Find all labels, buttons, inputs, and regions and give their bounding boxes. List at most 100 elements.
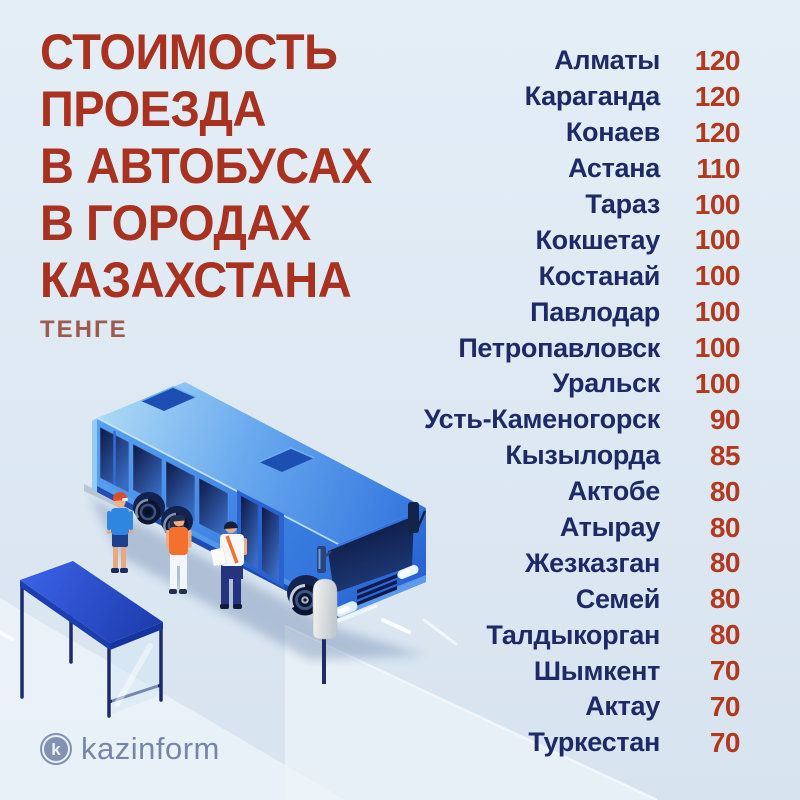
- fare-row: Семей 80: [300, 581, 741, 617]
- rear-wheel-rim-highlight: [163, 512, 177, 533]
- fare-list: Алматы 120 Караганда 120 Конаев 120 Астана 1…: [300, 43, 741, 761]
- shelter-glass-sheen: [114, 643, 153, 707]
- lane-dash: [0, 630, 14, 641]
- fare-row: Актау 70: [300, 689, 740, 725]
- fare-row: Атырау 80: [300, 510, 741, 546]
- fare-row: Усть-Каменогорск 90: [300, 402, 741, 438]
- fare-row: Кокшетау 100: [300, 222, 740, 258]
- passengers: [107, 491, 247, 609]
- fare-city: Петропавловск: [458, 332, 660, 363]
- passenger-man-white-shirt: [210, 521, 247, 609]
- title-line: В ГОРОДАХ: [40, 195, 311, 251]
- wheel-arch: [161, 506, 193, 536]
- fare-row: Тараз 100: [300, 187, 740, 223]
- bus-rear-edge-highlight: [92, 418, 97, 492]
- fare-city: Конаев: [565, 117, 660, 148]
- fare-row: Алматы 120: [300, 43, 740, 79]
- fare-city: Кызылорда: [505, 440, 660, 471]
- roof-hatch-edge: [140, 386, 197, 402]
- fare-city: Актобе: [567, 476, 661, 507]
- bus-rear-door-window: [99, 426, 130, 494]
- fare-value: 100: [694, 332, 741, 364]
- kazinform-k-glyph: k: [44, 737, 68, 761]
- bus-window: [132, 443, 163, 506]
- kazinform-logo-icon: k: [40, 733, 72, 765]
- bus-window: [198, 477, 229, 540]
- sidewalk-wedge: [0, 598, 345, 800]
- rear-wheel-rim-highlight: [135, 498, 149, 519]
- fare-value: 100: [694, 224, 741, 256]
- title-block: СТОИМОСТЬ ПРОЕЗДА В АВТОБУСАХ В ГОРОДАХ …: [40, 24, 393, 344]
- fare-city: Астана: [568, 153, 660, 184]
- fare-row: Караганда 120: [300, 79, 741, 115]
- fare-value: 70: [709, 726, 741, 758]
- bus-front-door: [237, 490, 284, 588]
- fare-value: 120: [694, 116, 741, 148]
- fare-city: Жезказган: [525, 547, 660, 578]
- title-line: СТОИМОСТЬ: [40, 24, 338, 80]
- fare-value: 120: [694, 44, 741, 76]
- fare-value: 110: [696, 152, 740, 184]
- passenger-man-cap: [107, 491, 133, 573]
- fare-value: 80: [709, 475, 741, 507]
- wheel-arch: [133, 492, 165, 522]
- shelter-roof-front-edge: [110, 622, 163, 650]
- bus-window: [165, 460, 196, 523]
- fare-city: Костанай: [538, 260, 661, 291]
- fare-value: 70: [709, 690, 741, 722]
- rear-wheel: [135, 499, 161, 525]
- fare-row: Шымкент 70: [300, 653, 741, 689]
- fare-value: 80: [709, 511, 741, 543]
- fare-city: Шымкент: [533, 655, 660, 686]
- fare-city: Павлодар: [530, 296, 660, 327]
- fare-city: Актау: [585, 691, 660, 722]
- fare-city: Семей: [575, 583, 661, 614]
- fare-row: Петропавловск 100: [300, 330, 740, 366]
- rear-wheel-hub: [173, 523, 179, 529]
- rear-wheel-hub: [145, 509, 151, 515]
- fare-value: 80: [709, 583, 741, 615]
- fare-city: Уральск: [552, 368, 661, 399]
- fare-value: 100: [694, 260, 741, 292]
- fare-value: 100: [694, 296, 741, 328]
- fare-city: Туркестан: [528, 727, 660, 758]
- front-door-pane: [262, 507, 279, 582]
- kazinform-logo: k kazinform: [40, 731, 220, 767]
- page-title: СТОИМОСТЬ ПРОЕЗДА В АВТОБУСАХ В ГОРОДАХ …: [40, 24, 393, 309]
- fare-city: Атырау: [559, 512, 660, 543]
- fare-value: 90: [709, 403, 741, 435]
- fare-value: 70: [709, 655, 741, 687]
- fare-city: Усть-Каменогорск: [423, 404, 660, 435]
- fare-value: 100: [694, 188, 741, 220]
- fare-row: Актобе 80: [300, 474, 741, 510]
- fare-city: Тараз: [585, 189, 660, 219]
- shelter-brace: [107, 683, 163, 704]
- roof-hatch: [141, 387, 196, 411]
- front-door-pane: [241, 496, 258, 570]
- fare-city: Кокшетау: [535, 224, 660, 255]
- fare-row: Кызылорда 85: [300, 438, 740, 474]
- fare-row: Костанай 100: [300, 258, 741, 294]
- fare-value: 80: [709, 619, 741, 651]
- shelter-glass: [112, 634, 158, 714]
- kazinform-logo-text: kazinform: [81, 731, 220, 766]
- fare-row: Талдыкорган 80: [300, 617, 740, 653]
- fare-city: Талдыкорган: [486, 619, 660, 650]
- currency-label: ТЕНГЕ: [40, 316, 128, 343]
- rear-wheel: [163, 513, 189, 539]
- bus-shelter: [20, 561, 163, 718]
- shelter-roof-left-edge: [20, 580, 110, 650]
- fare-city: Алматы: [554, 45, 660, 76]
- fare-row: Жезказган 80: [300, 545, 741, 581]
- fare-value: 100: [694, 367, 741, 399]
- fare-row: Конаев 120: [300, 115, 741, 151]
- rear-wheel-rim: [139, 503, 157, 521]
- fare-row: Астана 110: [300, 151, 740, 187]
- passenger-woman-orange: [166, 514, 192, 594]
- shelter-roof: [20, 561, 163, 643]
- rear-wheel-rim: [167, 517, 185, 535]
- fare-value: 85: [709, 439, 741, 471]
- title-line: В АВТОБУСАХ: [40, 138, 372, 194]
- fare-row: Туркестан 70: [300, 725, 740, 761]
